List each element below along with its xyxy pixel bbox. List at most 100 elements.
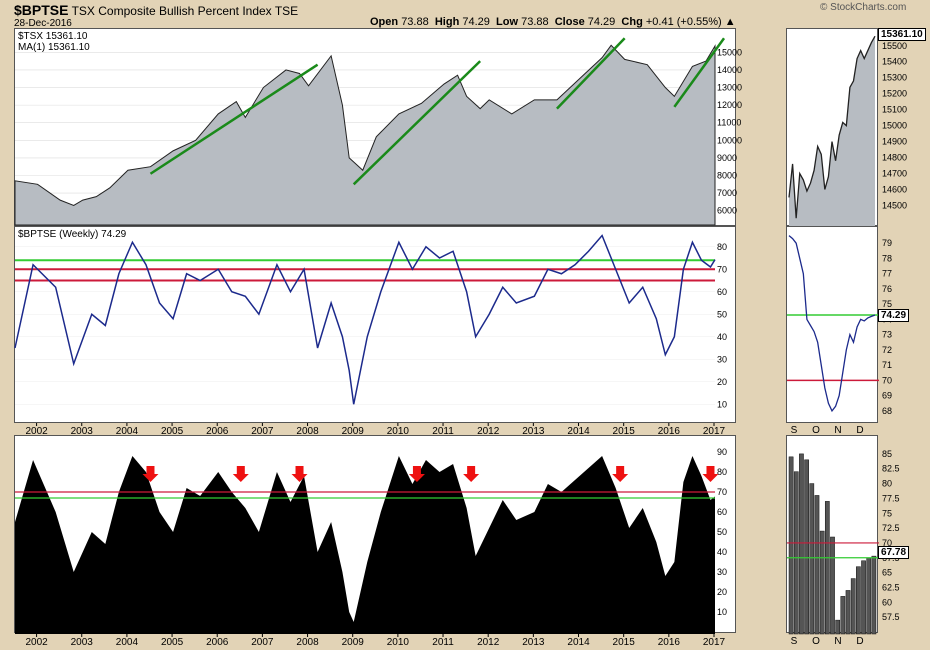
index-price-plot: 6000 7000 8000 9000 10000 11000 12000 13000 1400…	[14, 37, 742, 226]
x-tick-label: 2002	[25, 637, 48, 648]
y-tick-label: 9000	[717, 153, 737, 163]
side-breadth-bar	[793, 471, 799, 635]
side-bpi-plot	[787, 235, 879, 413]
signal-arrow-icon	[702, 466, 719, 482]
y-tick-label: 77	[882, 269, 892, 279]
side-x-tick-label: O	[812, 425, 820, 436]
open-value: 73.88	[401, 16, 429, 28]
high-value: 74.29	[462, 16, 490, 28]
x-tick-label: 2010	[387, 637, 410, 648]
last-value-breadth: 67.78	[878, 546, 910, 559]
ohlc-readout: Open 73.88 High 74.29 Low 73.88 Close 74…	[370, 16, 736, 28]
chart-date: 28-Dec-2016	[14, 18, 72, 29]
side-x-tick-label: S	[791, 636, 798, 647]
y-tick-label: 90	[717, 447, 727, 457]
chg-value: +0.41 (+0.55%)	[645, 16, 722, 28]
close-label: Close	[554, 16, 585, 28]
x-tick-label: 2005	[161, 426, 184, 437]
side-index-area	[789, 36, 875, 228]
trendline	[556, 37, 626, 110]
y-tick-label: 57.5	[882, 612, 900, 622]
y-tick-label: 50	[717, 527, 727, 537]
breadth-plot: 10 20 30 40 50 60 70 80 90	[15, 447, 727, 634]
y-tick-label: 15000	[717, 47, 742, 57]
watermark: © StockCharts.com	[820, 2, 907, 13]
y-tick-label: 70	[717, 264, 727, 274]
collapse-triangle-icon[interactable]: ▲	[724, 16, 736, 28]
y-tick-label: 20	[717, 377, 727, 387]
y-tick-label: 80	[882, 479, 892, 489]
y-tick-label: 14600	[882, 184, 907, 194]
x-tick-label: 2008	[296, 426, 319, 437]
y-tick-label: 60	[717, 287, 727, 297]
side-breadth-bar	[819, 530, 825, 635]
x-tick-label: 2004	[116, 426, 139, 437]
side-breadth-bar	[814, 495, 820, 635]
y-tick-label: 14800	[882, 153, 907, 163]
index-area	[14, 44, 716, 226]
x-tick-label: 2006	[206, 637, 229, 648]
y-tick-label: 70	[717, 487, 727, 497]
side-y-axis: 686970717273747576777879	[882, 238, 892, 416]
chart-header-title: $BPTSE TSX Composite Bullish Percent Ind…	[14, 2, 298, 18]
side-x-tick-label: S	[791, 425, 798, 436]
x-axis-mid: 2002 2003 2004 2005 2006 2007 2008 2009 2010 2011…	[25, 423, 726, 437]
side-y-axis: 14500 14600 14700 14800 14900 15000 15100 15200…	[882, 41, 907, 211]
y-tick-label: 14000	[717, 65, 742, 75]
x-tick-label: 2010	[387, 426, 410, 437]
x-tick-label: 2009	[342, 426, 365, 437]
y-tick-label: 73	[882, 330, 892, 340]
x-tick-label: 2016	[658, 426, 681, 437]
y-tick-label: 15200	[882, 89, 907, 99]
side-breadth-bar	[809, 483, 815, 635]
y-tick-label: 78	[882, 253, 892, 263]
x-tick-label: 2003	[71, 637, 94, 648]
y-tick-label: 72	[882, 345, 892, 355]
y-tick-label: 75	[882, 508, 892, 518]
last-value-tsx: 15361.10	[878, 28, 926, 41]
x-tick-label: 2015	[613, 637, 636, 648]
x-tick-label: 2007	[251, 426, 274, 437]
signal-arrow-icon	[291, 466, 308, 482]
side-breadth-bar	[856, 566, 861, 635]
y-tick-label: 76	[882, 284, 892, 294]
y-tick-label: 7000	[717, 188, 737, 198]
trendline	[352, 60, 482, 186]
y-tick-label: 10	[717, 607, 727, 617]
exchange: TSE	[274, 4, 299, 18]
side-index-panel: 14500 14600 14700 14800 14900 15000 15100 15200…	[786, 28, 907, 228]
side-breadth-plot	[787, 453, 879, 635]
side-breadth-bar	[871, 555, 877, 635]
side-breadth-bar	[866, 557, 872, 635]
y-tick-label: 77.5	[882, 493, 900, 503]
y-tick-label: 71	[882, 360, 892, 370]
y-tick-label: 70	[882, 538, 892, 548]
trendline	[149, 63, 319, 175]
x-tick-label: 2003	[71, 426, 94, 437]
x-tick-label: 2014	[567, 637, 590, 648]
side-breadth-bar	[835, 619, 841, 635]
low-value: 73.88	[521, 16, 549, 28]
side-breadth-bar	[861, 560, 866, 635]
y-tick-label: 79	[882, 238, 892, 248]
side-x-tick-label: N	[834, 636, 841, 647]
y-tick-label: 75	[882, 299, 892, 309]
y-tick-label: 82.5	[882, 464, 900, 474]
y-tick-label: 11000	[717, 118, 741, 128]
chg-label: Chg	[621, 16, 643, 28]
trendline	[673, 37, 726, 108]
side-breadth-bar	[840, 596, 846, 635]
x-tick-label: 2005	[161, 637, 184, 648]
high-label: High	[434, 16, 460, 28]
signal-arrow-icon	[232, 466, 249, 482]
y-tick-label: 15500	[882, 41, 907, 51]
x-tick-label: 2013	[522, 637, 545, 648]
x-tick-label: 2012	[477, 426, 500, 437]
side-breadth-bar	[850, 578, 856, 635]
legend-bpi: $BPTSE (Weekly) 74.29	[18, 229, 127, 240]
side-bpi-panel: 686970717273747576777879	[786, 226, 892, 423]
side-breadth-bar	[845, 590, 851, 635]
y-tick-label: 69	[882, 391, 892, 401]
